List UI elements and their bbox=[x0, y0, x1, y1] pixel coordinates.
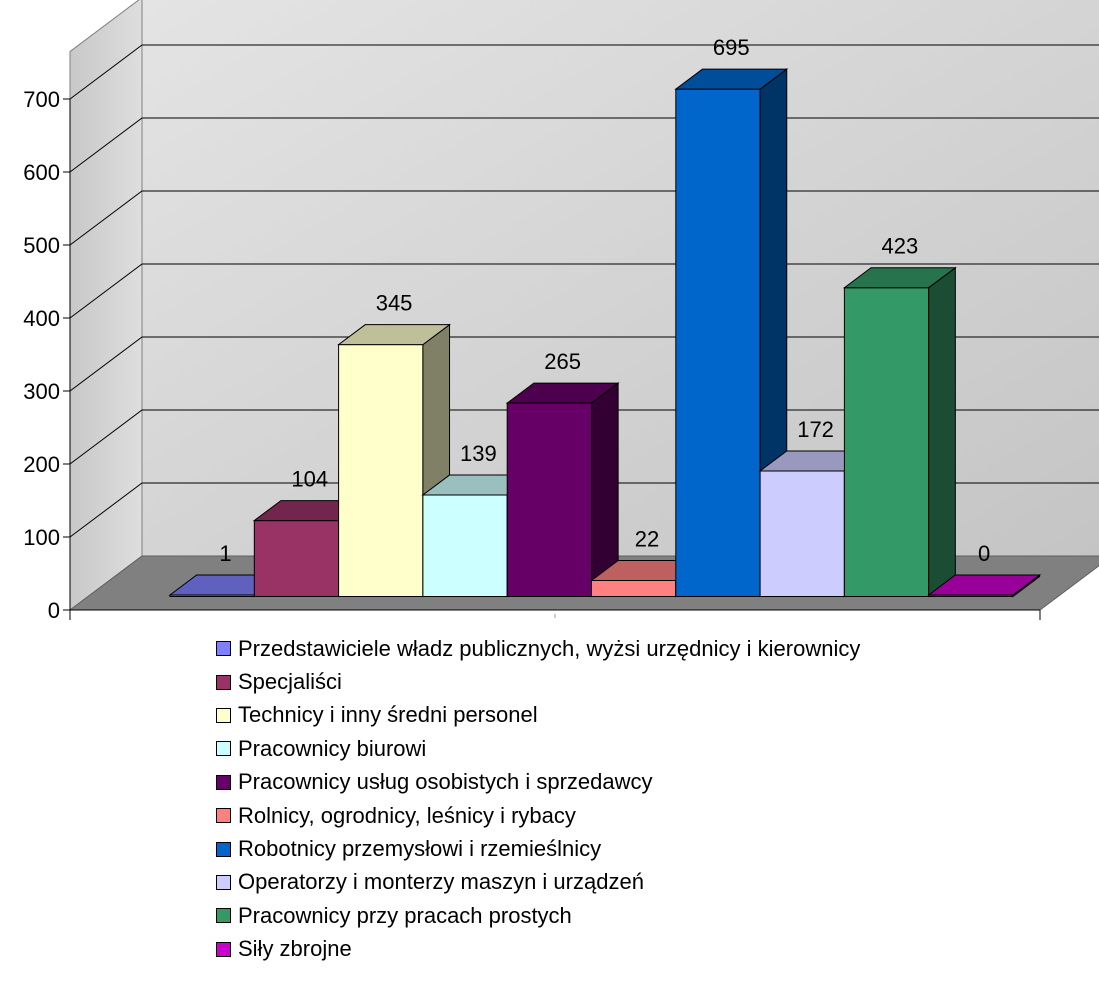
data-labels: 1 104 345 139 265 22 695 172 423 0 bbox=[219, 35, 990, 566]
data-label: 265 bbox=[544, 349, 581, 374]
legend-swatch bbox=[216, 908, 231, 924]
bar-front bbox=[422, 494, 508, 597]
legend-label: Pracownicy biurowi bbox=[238, 735, 427, 761]
bar-top bbox=[674, 68, 789, 90]
gridline bbox=[69, 44, 1099, 100]
legend-swatch bbox=[216, 941, 231, 957]
y-tick-label: 200 bbox=[23, 452, 60, 477]
legend-item: Pracownicy biurowi bbox=[216, 732, 860, 765]
data-label: 423 bbox=[882, 234, 919, 259]
legend-swatch bbox=[216, 674, 231, 690]
data-label: 1 bbox=[219, 541, 231, 566]
legend-swatch bbox=[216, 841, 231, 857]
gridline bbox=[69, 190, 1099, 246]
legend-item: Specjaliści bbox=[216, 665, 860, 698]
bar-front bbox=[843, 287, 930, 597]
data-label: 345 bbox=[376, 291, 413, 316]
legend-item: Rolnicy, ogrodnicy, leśnicy i rybacy bbox=[216, 799, 860, 832]
y-tick-label: 100 bbox=[23, 525, 60, 550]
y-tick-label: 0 bbox=[48, 598, 60, 623]
bar-side bbox=[928, 266, 956, 598]
bar-front bbox=[675, 88, 761, 597]
legend-item: Pracownicy usług osobistych i sprzedawcy bbox=[216, 766, 860, 799]
value-axis: 0 100 200 300 400 500 600 700 bbox=[23, 87, 1041, 623]
bar-front bbox=[591, 579, 677, 597]
legend-swatch bbox=[216, 808, 231, 824]
legend-item: Przedstawiciele władz publicznych, wyżsi… bbox=[216, 632, 860, 665]
data-label: 104 bbox=[291, 467, 328, 492]
bar-top bbox=[337, 324, 452, 346]
bar-top bbox=[927, 574, 1042, 596]
legend-item: Robotnicy przemysłowi i rzemieślnicy bbox=[216, 832, 860, 865]
bar-top bbox=[505, 382, 620, 404]
data-label: 0 bbox=[978, 541, 990, 566]
data-label: 172 bbox=[797, 417, 834, 442]
data-label: 139 bbox=[460, 441, 497, 466]
legend-swatch bbox=[216, 874, 231, 890]
gridline bbox=[69, 117, 1099, 173]
legend-label: Pracownicy usług osobistych i sprzedawcy bbox=[238, 769, 653, 795]
legend-label: Siły zbrojne bbox=[238, 936, 352, 962]
legend-item: Operatorzy i monterzy maszyn i urządzeń bbox=[216, 866, 860, 899]
bar-front bbox=[338, 344, 424, 597]
y-tick-label: 500 bbox=[23, 233, 60, 258]
legend-swatch bbox=[216, 641, 231, 657]
legend-label: Specjaliści bbox=[238, 669, 342, 695]
legend-swatch bbox=[216, 774, 231, 790]
legend-label: Operatorzy i monterzy maszyn i urządzeń bbox=[238, 869, 644, 895]
y-tick-label: 400 bbox=[23, 306, 60, 331]
y-tick-label: 300 bbox=[23, 379, 60, 404]
legend-item: Siły zbrojne bbox=[216, 933, 860, 966]
data-label: 22 bbox=[635, 526, 659, 551]
legend-label: Technicy i inny średni personel bbox=[238, 702, 538, 728]
data-label: 695 bbox=[713, 35, 750, 60]
gridline bbox=[69, 336, 1099, 392]
legend-swatch bbox=[216, 707, 231, 723]
legend-swatch bbox=[216, 741, 231, 757]
bar-front bbox=[506, 402, 592, 597]
legend-label: Robotnicy przemysłowi i rzemieślnicy bbox=[238, 836, 602, 862]
legend-label: Przedstawiciele władz publicznych, wyżsi… bbox=[238, 635, 861, 661]
gridline bbox=[69, 409, 1099, 465]
legend-item: Technicy i inny średni personel bbox=[216, 699, 860, 732]
bar-front bbox=[759, 470, 845, 597]
bar-top bbox=[842, 267, 957, 289]
bar-front bbox=[253, 520, 340, 597]
bars bbox=[168, 68, 1042, 598]
legend-label: Rolnicy, ogrodnicy, leśnicy i rybacy bbox=[238, 802, 576, 828]
legend: Przedstawiciele władz publicznych, wyżsi… bbox=[216, 632, 860, 966]
y-tick-label: 700 bbox=[23, 87, 60, 112]
y-tick-label: 600 bbox=[23, 160, 60, 185]
bar-chart-3d: 0 100 200 300 400 500 600 700 1 104 345 139 265 22 69… bbox=[23, 0, 1099, 623]
legend-label: Pracownicy przy pracach prostych bbox=[238, 902, 572, 928]
legend-item: Pracownicy przy pracach prostych bbox=[216, 899, 860, 932]
gridline bbox=[69, 263, 1099, 319]
